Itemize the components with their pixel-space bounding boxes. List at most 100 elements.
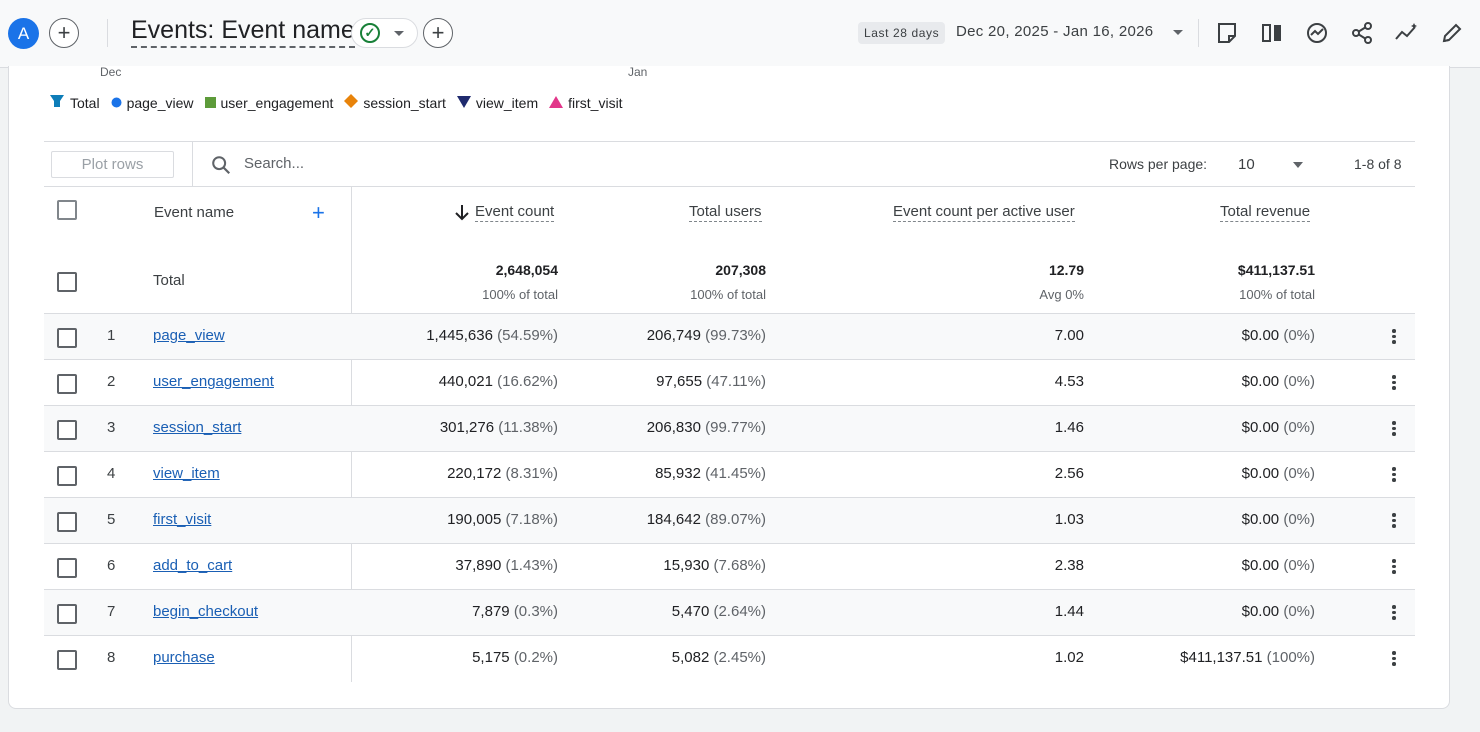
event-name-link[interactable]: page_view: [153, 327, 225, 344]
event-count-percent: (7.18%): [505, 511, 558, 528]
row-checkbox[interactable]: [57, 374, 77, 394]
row-more-options-icon[interactable]: [1390, 421, 1398, 437]
insights-icon[interactable]: [1304, 20, 1330, 46]
event-name-link[interactable]: view_item: [153, 465, 220, 482]
row-more-options-icon[interactable]: [1390, 329, 1398, 345]
chart-legend: Total page_view user_engagement session_…: [49, 94, 634, 111]
legend-item-total[interactable]: Total: [49, 94, 100, 111]
table-row[interactable]: 2 user_engagement 440,021 (16.62%) 97,655 (…: [44, 359, 1415, 405]
plot-rows-button[interactable]: Plot rows: [51, 151, 174, 178]
total-revenue-percent: (0%): [1283, 327, 1315, 344]
table-row[interactable]: 3 session_start 301,276 (11.38%) 206,830 (9…: [44, 405, 1415, 451]
ecpau-cell: 1.44: [1054, 603, 1084, 620]
row-more-options-icon[interactable]: [1390, 467, 1398, 483]
square-marker-icon: [204, 95, 216, 111]
total-users-percent: (99.77%): [705, 419, 766, 436]
column-header-event-count[interactable]: Event count: [475, 203, 555, 222]
total-revenue-value: $0.00: [1241, 419, 1280, 436]
select-all-checkbox[interactable]: [57, 200, 77, 220]
event-count-percent: (8.31%): [505, 465, 558, 482]
dimension-header[interactable]: Event name: [154, 204, 235, 221]
rows-per-page-select[interactable]: 10: [1238, 156, 1255, 173]
column-header-total-revenue[interactable]: Total revenue: [1220, 203, 1311, 222]
date-range-selector[interactable]: Dec 20, 2025 - Jan 16, 2026: [956, 23, 1154, 40]
table-row[interactable]: 8 purchase 5,175 (0.2%) 5,082 (2.45%) 1.02 $4…: [44, 635, 1415, 681]
event-name-link[interactable]: begin_checkout: [153, 603, 259, 620]
row-checkbox[interactable]: [57, 512, 77, 532]
event-count-percent: (0.2%): [513, 649, 558, 666]
row-more-options-icon[interactable]: [1390, 375, 1398, 391]
row-checkbox[interactable]: [57, 420, 77, 440]
event-count-cell: 301,276 (11.38%): [440, 419, 558, 436]
pagination-status: 1-8 of 8: [1354, 156, 1402, 172]
total-revenue-cell: $0.00 (0%): [1242, 511, 1315, 528]
table-toolbar: Plot rows Rows per page: 10 1-8 of 8: [44, 141, 1415, 187]
event-name-link[interactable]: purchase: [153, 649, 215, 666]
row-index: 1: [107, 327, 116, 344]
event-count-value: 190,005: [447, 511, 502, 528]
total-users-cell: 184,642 (89.07%): [647, 511, 766, 528]
total-users-value: 5,082: [671, 649, 710, 666]
trend-sparkle-icon[interactable]: [1394, 20, 1420, 46]
column-header-total-users[interactable]: Total users: [689, 203, 762, 222]
column-header-event-count-per-active-user[interactable]: Event count per active user: [893, 203, 1075, 222]
add-dimension-plus-icon[interactable]: +: [312, 200, 325, 225]
row-more-options-icon[interactable]: [1390, 513, 1398, 529]
legend-label: user_engagement: [220, 94, 334, 111]
total-users-percent: (41.45%): [705, 465, 766, 482]
report-title[interactable]: Events: Event name: [131, 16, 355, 48]
triangle-down-marker-icon: [456, 95, 471, 111]
legend-label: first_visit: [568, 94, 623, 111]
add-filter-plus-icon[interactable]: +: [423, 18, 453, 48]
total-users-cell: 15,930 (7.68%): [663, 557, 766, 574]
event-name-link[interactable]: user_engagement: [153, 373, 274, 390]
row-index: 4: [107, 465, 116, 482]
total-revenue-value: $0.00: [1241, 327, 1280, 344]
save-report-icon[interactable]: [1214, 20, 1240, 46]
totals-checkbox[interactable]: [57, 272, 77, 292]
total-revenue-percent: (0%): [1283, 557, 1315, 574]
table-row[interactable]: 5 first_visit 190,005 (7.18%) 184,642 (89.0…: [44, 497, 1415, 543]
share-icon[interactable]: [1349, 20, 1375, 46]
event-count-percent: (11.38%): [498, 419, 558, 436]
add-comparison-plus-icon[interactable]: +: [49, 18, 79, 48]
compare-icon[interactable]: [1259, 20, 1285, 46]
row-checkbox[interactable]: [57, 650, 77, 670]
row-more-options-icon[interactable]: [1390, 559, 1398, 575]
table-row[interactable]: 7 begin_checkout 7,879 (0.3%) 5,470 (2.64%)…: [44, 589, 1415, 635]
report-status-dropdown[interactable]: ✓: [351, 18, 418, 48]
row-more-options-icon[interactable]: [1390, 651, 1398, 667]
legend-item-page-view[interactable]: page_view: [111, 95, 194, 111]
event-name-link[interactable]: session_start: [153, 419, 242, 436]
triangle-up-marker-icon: [549, 95, 564, 111]
legend-item-user-engagement[interactable]: user_engagement: [204, 94, 334, 111]
legend-item-view-item[interactable]: view_item: [456, 95, 538, 111]
total-revenue-value: $0.00: [1241, 603, 1280, 620]
event-name-link[interactable]: first_visit: [153, 511, 212, 528]
row-checkbox[interactable]: [57, 466, 77, 486]
legend-item-first-visit[interactable]: first_visit: [549, 94, 623, 111]
total-users-percent: (89.07%): [705, 511, 766, 528]
event-count-percent: (16.62%): [497, 373, 558, 390]
legend-item-session-start[interactable]: session_start: [344, 94, 446, 111]
row-more-options-icon[interactable]: [1390, 605, 1398, 621]
sort-arrow-down-icon[interactable]: [454, 204, 470, 227]
edit-pencil-icon[interactable]: [1439, 20, 1465, 46]
event-count-value: 440,021: [438, 373, 493, 390]
account-avatar[interactable]: A: [8, 18, 39, 49]
row-checkbox[interactable]: [57, 328, 77, 348]
row-index: 3: [107, 419, 116, 436]
table-row[interactable]: 1 page_view 1,445,636 (54.59%) 206,749 (99.…: [44, 313, 1415, 359]
row-checkbox[interactable]: [57, 604, 77, 624]
divider: [192, 142, 193, 187]
event-count-cell: 37,890 (1.43%): [455, 557, 558, 574]
date-range-chevron-icon[interactable]: [1173, 30, 1183, 35]
event-count-value: 220,172: [447, 465, 502, 482]
row-checkbox[interactable]: [57, 558, 77, 578]
chevron-down-icon[interactable]: [1293, 162, 1303, 168]
total-revenue-value: $0.00: [1241, 465, 1280, 482]
table-search-input[interactable]: [244, 155, 544, 172]
table-row[interactable]: 4 view_item 220,172 (8.31%) 85,932 (41.45%)…: [44, 451, 1415, 497]
event-name-link[interactable]: add_to_cart: [153, 557, 233, 574]
table-row[interactable]: 6 add_to_cart 37,890 (1.43%) 15,930 (7.68%)…: [44, 543, 1415, 589]
